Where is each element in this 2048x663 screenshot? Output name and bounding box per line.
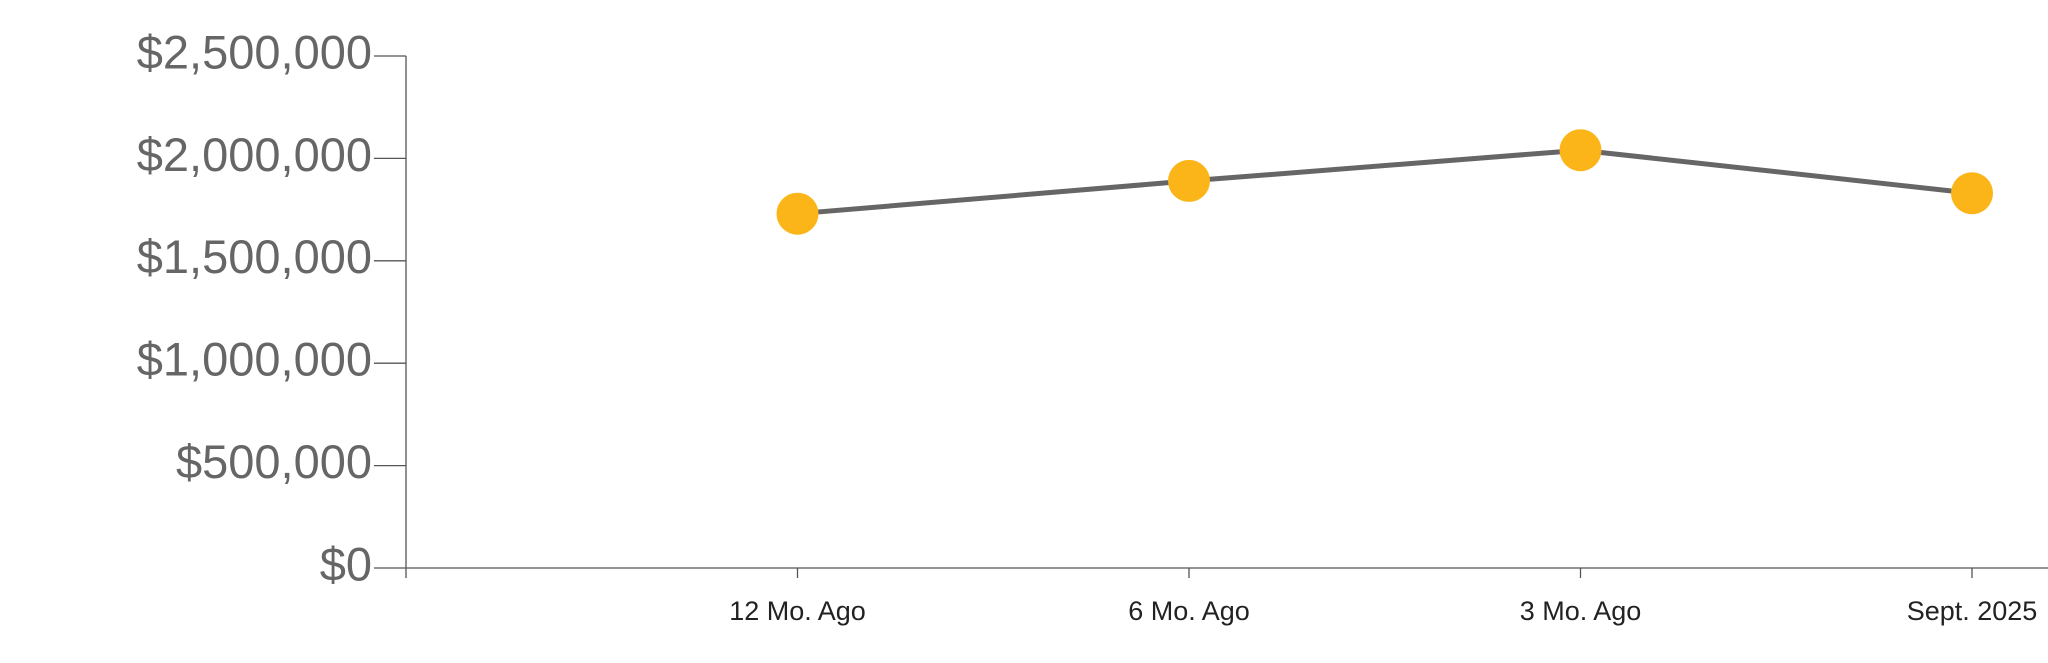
y-tick-label: $2,000,000 [137,128,372,181]
y-tick-label: $1,500,000 [137,230,372,283]
y-tick-label: $1,000,000 [137,333,372,386]
point [776,192,819,235]
y-tick-label: $500,000 [176,435,372,488]
point [1168,159,1210,202]
x-tick-label: Sept. 2025 [1907,596,2038,626]
y-tick-label: $0 [320,537,372,590]
point [1559,129,1602,172]
line [797,147,1973,217]
point [1951,172,1993,215]
x-tick-label: 3 Mo. Ago [1520,596,1642,626]
x-tick-label: 12 Mo. Ago [729,596,866,626]
x-tick-label: 6 Mo. Ago [1128,596,1250,626]
y-tick-label: $2,500,000 [137,25,372,78]
